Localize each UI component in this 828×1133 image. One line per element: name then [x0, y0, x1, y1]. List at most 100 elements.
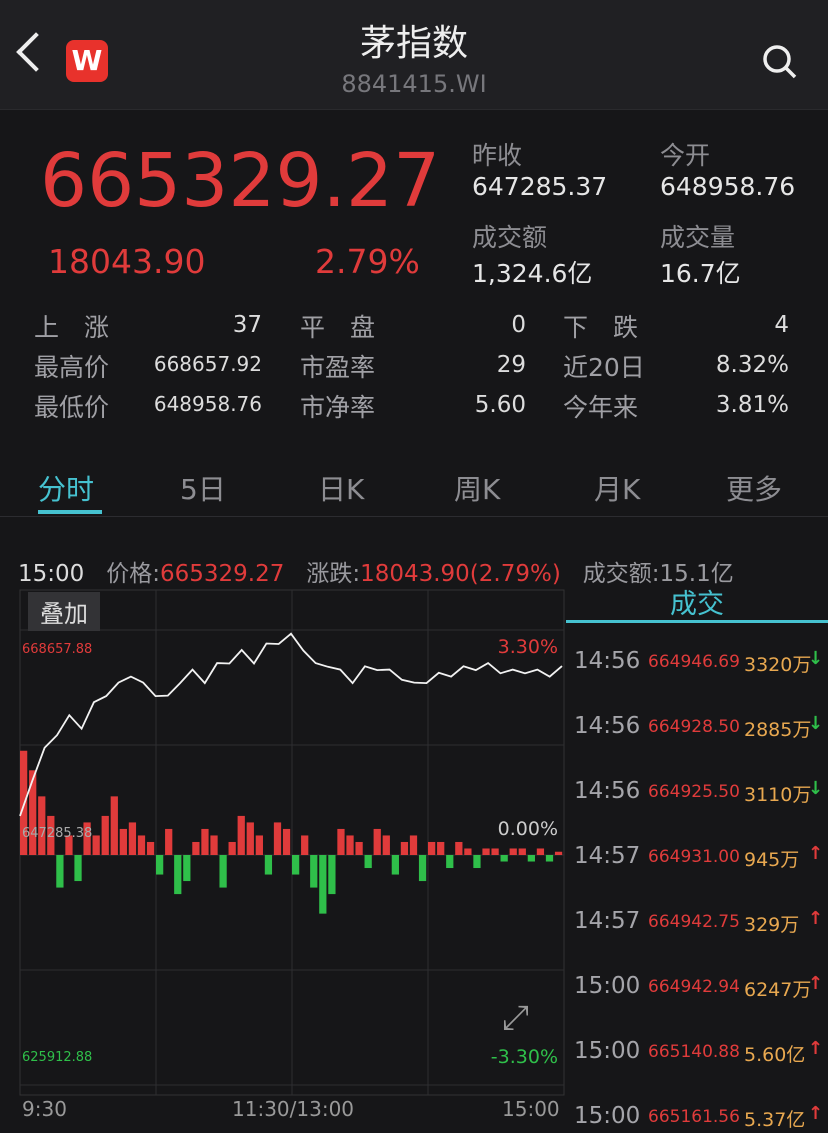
- volume-bar: [527, 855, 535, 862]
- stat-value: 0: [511, 312, 526, 338]
- info-amount-label: 成交额:: [582, 561, 660, 587]
- volume-bar: [74, 855, 82, 882]
- info-time: 15:00: [18, 561, 85, 587]
- trade-time: 14:57: [574, 908, 641, 934]
- x-tick-mid: 11:30/13:00: [232, 1097, 355, 1121]
- divider: [0, 516, 828, 517]
- search-icon[interactable]: [760, 42, 800, 82]
- arrow-down-icon: ↓: [808, 648, 824, 669]
- volume-bar: [174, 855, 182, 895]
- volume-bar: [355, 841, 363, 855]
- header: W 茅指数 8841415.WI: [0, 0, 828, 110]
- stat-label: 最低价: [34, 393, 110, 422]
- volume-bar: [183, 855, 191, 882]
- volume-bar: [273, 822, 282, 855]
- volume-bar: [337, 828, 345, 855]
- info-price-label: 价格:: [106, 561, 160, 587]
- arrow-up-icon: ↑: [808, 1103, 824, 1124]
- tab-2[interactable]: 日K: [318, 473, 365, 506]
- stat-value: 4: [774, 312, 789, 338]
- info-change-label: 涨跌:: [306, 561, 361, 587]
- volume-bar: [128, 822, 137, 855]
- y-right-bottom: -3.30%: [490, 1046, 558, 1068]
- volume-bar: [282, 828, 291, 855]
- trade-price: 664942.94: [648, 977, 740, 997]
- volume-bar: [437, 841, 445, 855]
- volume-bar: [264, 855, 273, 875]
- trade-price: 664928.50: [648, 717, 740, 737]
- stat-value: 3.81%: [715, 392, 789, 418]
- tab-3[interactable]: 周K: [454, 473, 501, 506]
- volume-bar: [165, 828, 173, 855]
- intraday-chart[interactable]: [0, 585, 566, 1125]
- volume-bar: [65, 835, 73, 855]
- tab-0[interactable]: 分时: [38, 473, 95, 506]
- volume-bar: [246, 822, 254, 855]
- volume-bar: [536, 848, 545, 855]
- arrow-up-icon: ↑: [808, 1038, 824, 1059]
- trade-row: 15:00 664942.94 6247万 ↑: [574, 973, 828, 1003]
- volume-bar: [92, 835, 100, 855]
- volume-bar: [219, 855, 227, 888]
- trades-header[interactable]: 成交: [670, 589, 724, 620]
- volume-label: 成交量: [660, 223, 736, 252]
- trade-row: 14:57 664931.00 945万 ↑: [574, 843, 828, 873]
- volume-bar: [409, 835, 418, 855]
- trade-volume: 5.60亿: [744, 1044, 806, 1066]
- overlay-button[interactable]: 叠加: [28, 592, 100, 631]
- volume-bar: [137, 835, 146, 855]
- volume-bar: [292, 855, 300, 875]
- stat-label: 近20日: [563, 353, 645, 382]
- info-amount: 15.1亿: [659, 561, 734, 587]
- trade-price: 664942.75: [648, 912, 740, 932]
- trade-time: 15:00: [574, 973, 641, 999]
- tab-4[interactable]: 月K: [594, 473, 641, 506]
- volume-bar: [228, 841, 236, 855]
- open: 648958.76: [660, 172, 796, 201]
- active-tab-indicator: [38, 510, 102, 514]
- expand-icon[interactable]: ⤢: [502, 998, 530, 1038]
- stat-value: 668657.92: [153, 352, 262, 376]
- page-title: 茅指数: [359, 23, 468, 64]
- trade-volume: 329万: [744, 914, 800, 936]
- trade-time: 14:57: [574, 843, 641, 869]
- price-change-pct: 2.79%: [315, 242, 420, 281]
- trade-volume: 3320万: [744, 654, 812, 676]
- volume-bar: [545, 855, 554, 862]
- volume-bar: [38, 796, 46, 855]
- volume-bar: [382, 835, 390, 855]
- volume-bar: [373, 828, 381, 855]
- volume-bar: [500, 855, 508, 862]
- info-price: 665329.27: [159, 561, 285, 587]
- volume-bar: [554, 851, 563, 855]
- trade-time: 14:56: [574, 713, 641, 739]
- trade-price: 664925.50: [648, 782, 740, 802]
- volume-bar: [446, 855, 454, 869]
- y-left-mid: 647285.38: [22, 826, 93, 841]
- volume-bar: [364, 855, 372, 869]
- tab-1[interactable]: 5日: [180, 473, 226, 506]
- current-price: 665329.27: [40, 138, 441, 224]
- volume-bar: [29, 770, 37, 855]
- stat-value: 648958.76: [153, 392, 262, 416]
- trades-header-underline: [566, 620, 828, 623]
- trade-volume: 945万: [744, 849, 800, 871]
- volume-bar: [482, 848, 490, 855]
- volume-bar: [210, 835, 218, 855]
- x-tick-end: 15:00: [502, 1097, 560, 1121]
- volume-bar: [101, 815, 109, 855]
- amount-label: 成交额: [472, 223, 548, 252]
- stat-value: 8.32%: [715, 352, 789, 378]
- volume-bar: [428, 841, 436, 855]
- tab-5[interactable]: 更多: [726, 473, 783, 506]
- trade-volume: 3110万: [744, 784, 812, 806]
- trade-time: 14:56: [574, 648, 641, 674]
- trade-price: 665161.56: [648, 1107, 740, 1127]
- stat-value: 37: [232, 312, 262, 338]
- volume-bar: [509, 848, 517, 855]
- price-change: 18043.90: [48, 242, 206, 281]
- open-label: 今开: [660, 141, 711, 170]
- price-line: [19, 632, 563, 817]
- stat-label: 上 涨: [34, 313, 110, 342]
- volume-bar: [400, 841, 409, 855]
